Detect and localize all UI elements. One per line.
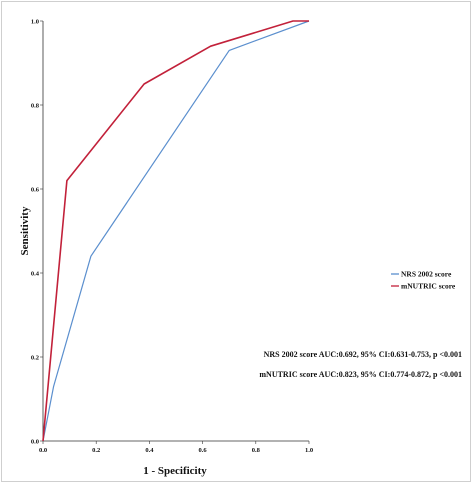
annotation-nrs: NRS 2002 score AUC:0.692, 95% CI:0.631-0… xyxy=(264,350,462,359)
y-tick-label: 0.0 xyxy=(31,438,39,445)
axes xyxy=(42,21,309,442)
y-tick-label: 0.2 xyxy=(31,354,39,361)
y-tick-label: 0.6 xyxy=(31,186,40,193)
annotation-mnutric: mNUTRIC score AUC:0.823, 95% CI:0.774-0.… xyxy=(259,370,462,379)
legend: NRS 2002 score mNUTRIC score xyxy=(391,270,456,291)
series-line-mnutric xyxy=(42,20,309,442)
y-axis-label: Sensitivity xyxy=(19,206,31,255)
legend-label-mnutric: mNUTRIC score xyxy=(401,282,456,291)
x-tick-label: 0.2 xyxy=(92,447,100,454)
y-ticks: 0.0 0.2 0.4 0.6 0.8 1.0 xyxy=(31,18,43,445)
x-axis-label: 1 - Specificity xyxy=(143,465,207,477)
x-tick-label: 0.4 xyxy=(145,447,154,454)
y-tick-label: 0.8 xyxy=(31,102,40,109)
x-tick-label: 0.6 xyxy=(199,447,208,454)
legend-label-nrs: NRS 2002 score xyxy=(401,270,452,279)
y-tick-label: 0.4 xyxy=(31,270,40,277)
x-tick-label: 0.8 xyxy=(252,447,261,454)
x-ticks: 0.0 0.2 0.4 0.6 0.8 1.0 xyxy=(39,441,313,454)
series-lines xyxy=(42,20,310,442)
series-line-nrs xyxy=(42,20,310,442)
x-tick-label: 1.0 xyxy=(305,447,313,454)
y-tick-label: 1.0 xyxy=(31,18,39,25)
x-tick-label: 0.0 xyxy=(39,447,47,454)
